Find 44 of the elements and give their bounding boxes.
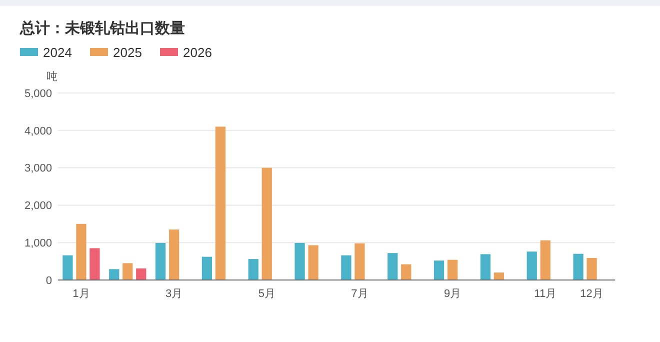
x-tick-label: 7月 (351, 288, 368, 300)
y-tick-label: 2,000 (24, 200, 52, 212)
y-tick-label: 5,000 (24, 88, 52, 100)
x-tick-label: 11月 (534, 288, 557, 300)
chart-title: 总计：未锻轧钴出口数量 (19, 20, 185, 37)
bar (136, 268, 146, 280)
bar (202, 256, 212, 280)
y-axis-title: 吨 (46, 70, 58, 83)
x-tick-label: 1月 (72, 288, 90, 300)
x-tick-label: 3月 (165, 288, 183, 300)
bar (480, 254, 491, 280)
bar (354, 243, 365, 280)
bar (168, 230, 180, 280)
legend-label: 2026 (183, 45, 212, 60)
y-tick-label: 0 (46, 274, 52, 287)
bar (90, 248, 100, 280)
bar (109, 269, 120, 280)
bar (388, 253, 398, 280)
bar (341, 255, 352, 280)
y-tick-label: 1,000 (24, 237, 52, 250)
bar (494, 272, 504, 280)
bar (526, 252, 537, 280)
x-tick-label: 5月 (258, 288, 276, 300)
bar (155, 242, 166, 280)
bar (308, 245, 318, 280)
bar (294, 242, 305, 280)
x-tick-label: 12月 (580, 288, 604, 300)
bar (434, 260, 444, 280)
legend-label: 2024 (43, 45, 72, 60)
bar (248, 259, 258, 280)
legend-label: 2025 (113, 45, 142, 60)
bar (215, 126, 226, 280)
bar (76, 224, 86, 280)
bar (540, 240, 550, 280)
bar (447, 260, 458, 280)
y-tick-label: 4,000 (24, 125, 52, 138)
bar (573, 254, 584, 280)
bar (401, 264, 412, 280)
bar (262, 168, 272, 280)
x-tick-label: 9月 (444, 288, 462, 300)
bar (586, 258, 597, 280)
bar (62, 255, 73, 280)
bar (122, 263, 133, 280)
y-tick-label: 3,000 (24, 162, 52, 175)
